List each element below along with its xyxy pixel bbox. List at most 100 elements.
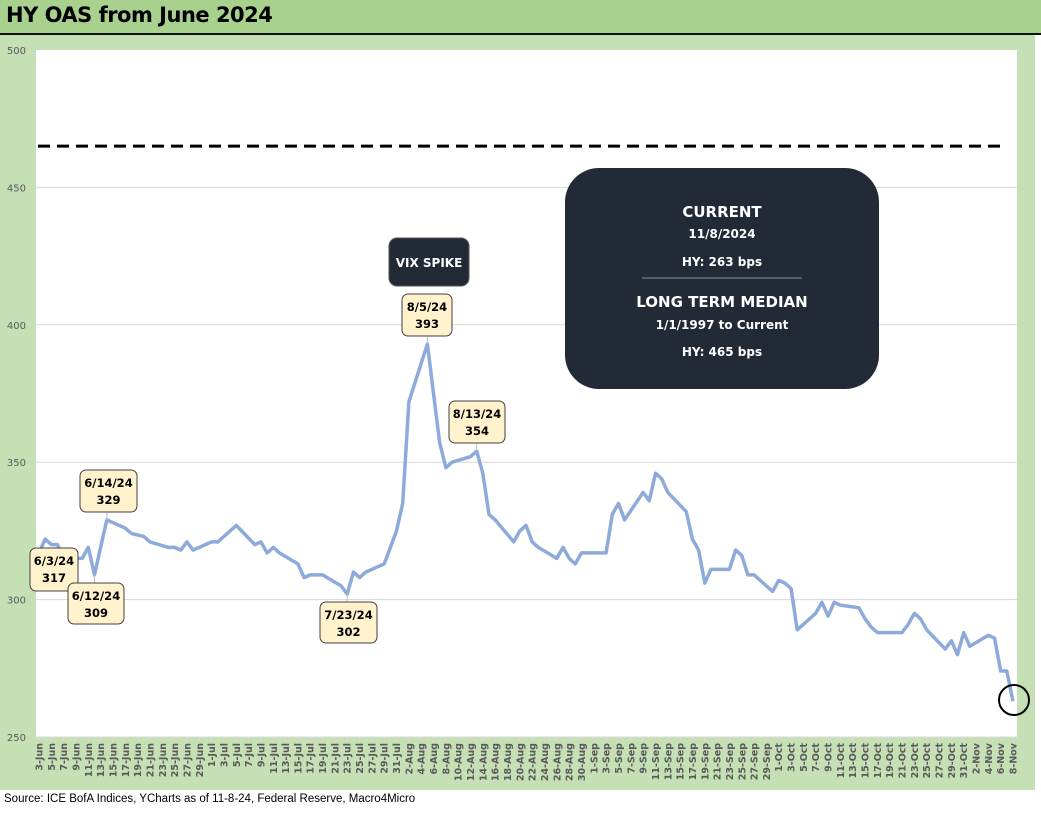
callout-date: 8/5/24 — [407, 300, 447, 314]
x-tick-label: 14-Aug — [478, 743, 489, 781]
x-tick-label: 28-Aug — [565, 743, 576, 781]
x-tick-label: 3-Jul — [219, 743, 230, 767]
x-tick-label: 7-Sep — [626, 743, 637, 774]
median-range: 1/1/1997 to Current — [656, 318, 789, 332]
x-tick-label: 25-Sep — [737, 743, 748, 780]
callout-value: 317 — [42, 571, 66, 585]
x-tick-label: 29-Oct — [947, 743, 958, 779]
y-tick-label: 350 — [7, 458, 26, 469]
x-tick-label: 23-Jun — [158, 743, 169, 777]
x-tick-label: 29-Jul — [380, 743, 391, 774]
x-tick-label: 17-Oct — [873, 743, 884, 779]
x-tick-label: 30-Aug — [577, 743, 588, 781]
x-tick-label: 9-Jul — [256, 743, 267, 767]
x-tick-label: 13-Sep — [663, 743, 674, 780]
callout-value: 393 — [415, 317, 439, 331]
x-tick-label: 5-Sep — [614, 743, 625, 774]
x-tick-label: 21-Jun — [145, 743, 156, 777]
x-tick-label: 5-Jul — [232, 743, 243, 767]
callout-box — [448, 400, 506, 444]
x-tick-label: 27-Sep — [750, 743, 761, 780]
x-tick-label: 13-Oct — [848, 743, 859, 779]
x-tick-label: 15-Jun — [108, 743, 119, 777]
median-label: LONG TERM MEDIAN — [636, 293, 807, 311]
x-tick-label: 3-Jun — [35, 743, 46, 771]
x-tick-label: 27-Jun — [182, 743, 193, 777]
current-label: CURRENT — [682, 203, 762, 221]
x-tick-label: 3-Oct — [787, 743, 798, 772]
x-tick-label: 25-Oct — [922, 743, 933, 779]
x-tick-label: 25-Jun — [170, 743, 181, 777]
callout-date: 8/13/24 — [453, 407, 501, 421]
y-tick-label: 450 — [7, 183, 26, 194]
x-tick-label: 17-Jul — [306, 743, 317, 774]
x-tick-label: 18-Aug — [503, 743, 514, 781]
current-value: HY: 263 bps — [682, 255, 762, 269]
x-tick-label: 23-Sep — [725, 743, 736, 780]
chart-title: HY OAS from June 2024 — [6, 3, 273, 27]
callout-8-13-24: 8/13/24 354 — [448, 400, 506, 444]
y-tick-label: 250 — [7, 733, 26, 744]
x-tick-label: 17-Sep — [688, 743, 699, 780]
x-tick-label: 10-Aug — [454, 743, 465, 781]
x-tick-label: 9-Jun — [71, 743, 82, 771]
x-tick-label: 24-Aug — [540, 743, 551, 781]
source-note: Source: ICE BofA Indices, YCharts as of … — [4, 793, 416, 805]
median-value: HY: 465 bps — [682, 345, 762, 359]
callout-6-12-24: 6/12/24 309 — [67, 582, 125, 625]
x-tick-label: 21-Sep — [713, 743, 724, 780]
callout-box — [67, 582, 125, 625]
callout-8-5-24: 8/5/24 393 — [401, 293, 453, 337]
callout-value: 309 — [84, 606, 108, 620]
x-tick-label: 2-Aug — [404, 743, 415, 774]
x-tick-label: 3-Sep — [602, 743, 613, 774]
callout-date: 6/3/24 — [34, 554, 74, 568]
callout-6-3-24: 6/3/24 317 — [29, 547, 79, 592]
x-tick-label: 9-Sep — [639, 743, 650, 774]
x-tick-label: 9-Oct — [824, 743, 835, 772]
x-tick-label: 4-Nov — [984, 742, 995, 774]
x-tick-label: 1-Oct — [774, 743, 785, 772]
x-tick-label: 19-Oct — [885, 743, 896, 779]
x-tick-label: 25-Jul — [355, 743, 366, 774]
callout-date: 6/14/24 — [84, 476, 132, 490]
callout-date: 6/12/24 — [72, 589, 120, 603]
plot-area — [36, 50, 1017, 737]
callout-7-23-24: 7/23/24 302 — [319, 601, 378, 644]
title-bar: HY OAS from June 2024 — [0, 0, 1041, 35]
x-tick-label: 11-Jun — [84, 743, 95, 777]
x-tick-label: 19-Jul — [318, 743, 329, 774]
x-tick-label: 19-Jun — [133, 743, 144, 777]
callout-box — [79, 469, 138, 513]
x-tick-label: 1-Jul — [207, 743, 218, 767]
x-tick-label: 23-Oct — [910, 743, 921, 779]
x-tick-label: 15-Oct — [861, 743, 872, 779]
x-tick-label: 1-Sep — [589, 743, 600, 774]
x-tick-label: 29-Sep — [762, 743, 773, 780]
current-point-highlight-circle — [998, 684, 1030, 716]
x-tick-label: 23-Jul — [343, 743, 354, 774]
x-tick-label: 17-Jun — [121, 743, 132, 777]
x-tick-label: 8-Nov — [1009, 742, 1020, 774]
x-tick-label: 15-Jul — [293, 743, 304, 774]
x-tick-label: 12-Aug — [466, 743, 477, 781]
y-tick-label: 300 — [7, 596, 26, 607]
x-tick-label: 13-Jul — [281, 743, 292, 774]
x-tick-label: 7-Jun — [59, 743, 70, 771]
x-tick-label: 20-Aug — [515, 743, 526, 781]
x-tick-label: 27-Jul — [367, 743, 378, 774]
y-axis: 250 300 350 400 450 500 — [7, 46, 26, 744]
callouts: 6/3/24 317 6/12/24 309 6/14/24 329 7/23/24 302 8… — [29, 293, 506, 644]
x-tick-label: 7-Oct — [811, 743, 822, 772]
x-tick-label: 26-Aug — [552, 743, 563, 781]
x-tick-label: 22-Aug — [528, 743, 539, 781]
callout-6-14-24: 6/14/24 329 — [79, 469, 138, 513]
callout-box — [319, 601, 378, 644]
x-tick-label: 7-Jul — [244, 743, 255, 767]
x-tick-label: 11-Oct — [836, 743, 847, 779]
x-tick-label: 11-Sep — [651, 743, 662, 780]
x-tick-label: 5-Jun — [47, 743, 58, 771]
x-tick-label: 11-Jul — [269, 743, 280, 774]
y-tick-label: 500 — [7, 46, 26, 57]
x-tick-label: 19-Sep — [700, 743, 711, 780]
